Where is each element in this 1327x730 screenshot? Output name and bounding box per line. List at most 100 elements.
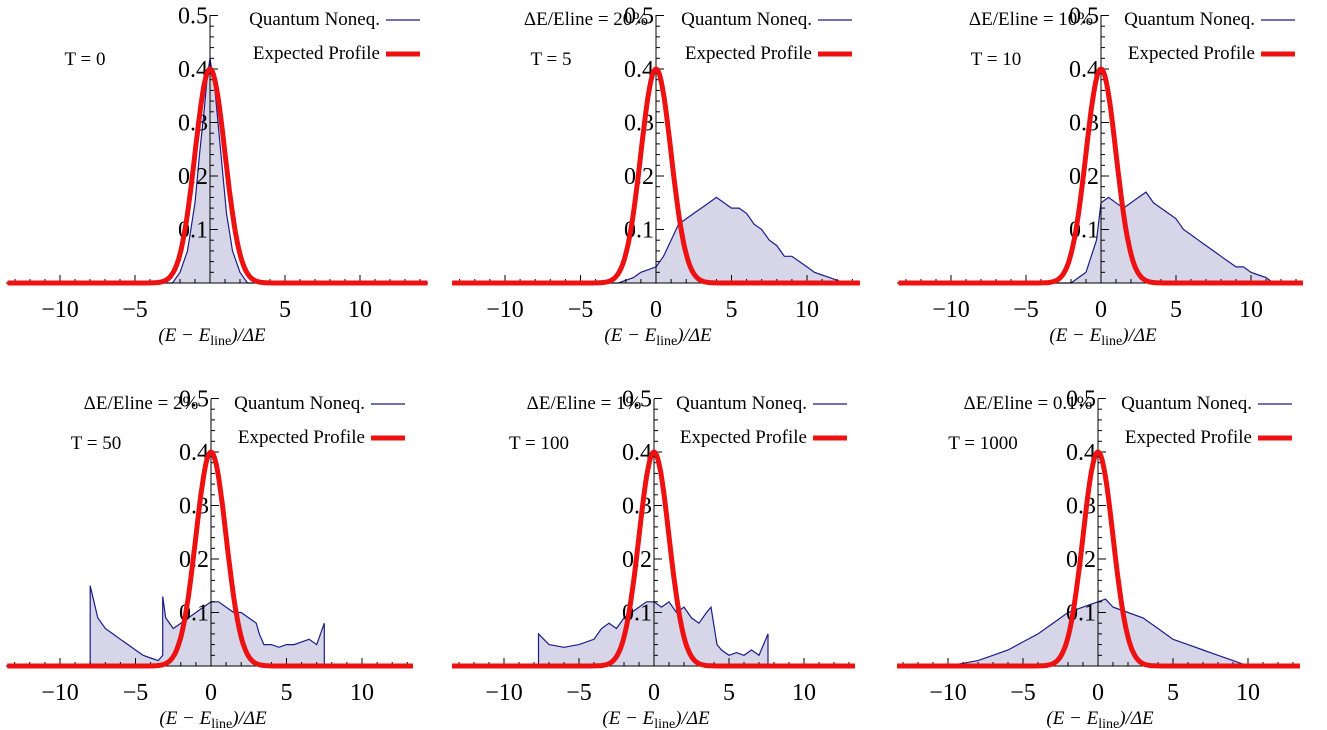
x-axis-title-subscript: line xyxy=(211,717,232,730)
chart-panel-3: −10 −5 0 5 100.10.20.30.40.5(E − Eline)/ΔEQu… xyxy=(897,4,1305,349)
annotation-time: T = 10 xyxy=(971,49,1021,70)
x-tick-label: −5 xyxy=(1013,297,1039,323)
x-tick-label: −10 xyxy=(932,297,970,323)
legend-label-expected: Expected Profile xyxy=(1128,43,1255,64)
x-axis-title-part: (E − E xyxy=(1046,708,1098,729)
x-axis-title-part: (E − E xyxy=(1049,325,1101,346)
x-tick-label: 10 xyxy=(348,297,372,323)
legend-label-noneq: Quantum Noneq. xyxy=(249,9,380,30)
x-tick-label: 0 xyxy=(1092,680,1104,706)
annotation-resolution: ΔE/Eline = 1% xyxy=(527,393,642,414)
x-axis-title-part: (E − E xyxy=(602,708,654,729)
legend-label-noneq: Quantum Noneq. xyxy=(1121,393,1252,414)
x-tick-label: −5 xyxy=(123,680,149,706)
chart-panel-4: −10 −5 0 5 100.10.20.30.40.5(E − Eline)/ΔEQu… xyxy=(5,387,415,730)
x-tick-label: 5 xyxy=(723,680,735,706)
x-axis-title: (E − Eline)/ΔE xyxy=(1049,325,1157,349)
x-tick-label: 5 xyxy=(281,680,293,706)
legend-label-expected: Expected Profile xyxy=(238,427,365,448)
x-axis-title-subscript: line xyxy=(656,334,677,349)
annotation-time: T = 1000 xyxy=(948,433,1017,454)
noneq-series-line xyxy=(7,58,428,284)
x-tick-label: 10 xyxy=(795,297,819,323)
x-tick-label: 5 xyxy=(279,297,291,323)
legend-label-expected: Expected Profile xyxy=(685,43,812,64)
chart-panel-6: −10 −5 0 5 100.10.20.30.40.5(E − Eline)/ΔEQu… xyxy=(895,387,1302,730)
annotation-time: T = 0 xyxy=(65,49,106,70)
annotation-time: T = 100 xyxy=(509,433,569,454)
legend-label-noneq: Quantum Noneq. xyxy=(681,9,812,30)
noneq-series-line xyxy=(898,191,1303,284)
x-tick-label: 5 xyxy=(1170,297,1182,323)
noneq-series-line xyxy=(897,598,1300,667)
x-axis-title: (E − Eline)/ΔE xyxy=(602,708,710,730)
x-axis-title-part: )/ΔE xyxy=(674,708,710,729)
x-tick-label: 0 xyxy=(648,680,660,706)
x-tick-label: 0 xyxy=(650,297,662,323)
y-tick-label: 0.5 xyxy=(179,387,209,413)
legend-label-expected: Expected Profile xyxy=(680,427,807,448)
y-tick-label: 0.5 xyxy=(1066,387,1096,413)
legend-label-expected: Expected Profile xyxy=(253,43,380,64)
x-axis-title-subscript: line xyxy=(654,717,675,730)
noneq-fill-area xyxy=(7,585,413,666)
x-axis-title-part: (E − E xyxy=(159,708,211,729)
x-axis-title: (E − Eline)/ΔE xyxy=(158,325,266,349)
annotation-resolution: ΔE/Eline = 0.1% xyxy=(964,393,1093,414)
x-tick-label: 10 xyxy=(1236,680,1260,706)
x-tick-label: −5 xyxy=(1010,680,1036,706)
legend-label-noneq: Quantum Noneq. xyxy=(234,393,365,414)
x-axis-title: (E − Eline)/ΔE xyxy=(604,325,712,349)
annotation-time: T = 5 xyxy=(531,49,572,70)
chart-panel-5: −10 −5 0 5 100.10.20.30.40.5(E − Eline)/ΔEQu… xyxy=(450,387,857,730)
x-tick-label: 5 xyxy=(1167,680,1179,706)
y-tick-label: 0.5 xyxy=(624,4,654,30)
x-tick-label: 0 xyxy=(1095,297,1107,323)
x-tick-label: −10 xyxy=(41,297,79,323)
x-axis-title-part: )/ΔE xyxy=(1121,325,1157,346)
expected-profile-line xyxy=(6,66,429,286)
x-axis-title-subscript: line xyxy=(1098,717,1119,730)
x-tick-label: −10 xyxy=(929,680,967,706)
noneq-fill-area xyxy=(452,197,860,283)
annotation-resolution: ΔE/Eline = 2% xyxy=(84,393,199,414)
x-tick-label: 10 xyxy=(1239,297,1263,323)
x-tick-label: 10 xyxy=(792,680,816,706)
expected-profile-line xyxy=(895,449,1302,669)
y-tick-label: 0.3 xyxy=(624,111,654,137)
x-axis-title-part: (E − E xyxy=(604,325,656,346)
x-axis-title-subscript: line xyxy=(210,334,231,349)
x-tick-label: −10 xyxy=(41,680,79,706)
y-tick-label: 0.3 xyxy=(178,111,208,137)
x-axis-title-part: )/ΔE xyxy=(676,325,712,346)
x-axis-title-part: )/ΔE xyxy=(230,325,266,346)
annotation-resolution: ΔE/Eline = 20% xyxy=(524,9,648,30)
x-axis-title: (E − Eline)/ΔE xyxy=(159,708,267,730)
annotation-resolution: ΔE/Eline = 10% xyxy=(969,9,1093,30)
legend-label-noneq: Quantum Noneq. xyxy=(1124,9,1255,30)
y-tick-label: 0.5 xyxy=(178,4,208,30)
x-axis-title-part: )/ΔE xyxy=(231,708,267,729)
expected-profile-line xyxy=(450,66,862,286)
x-tick-label: 10 xyxy=(350,680,374,706)
y-tick-label: 0.5 xyxy=(1069,4,1099,30)
x-tick-label: −10 xyxy=(486,297,524,323)
x-tick-label: 5 xyxy=(726,297,738,323)
expected-profile-line xyxy=(450,449,857,669)
x-tick-label: −10 xyxy=(485,680,523,706)
chart-panel-1: −10 −5 5 100.10.20.30.40.5(E − Eline)/ΔEQua… xyxy=(6,4,429,349)
noneq-series-line xyxy=(7,585,413,667)
x-tick-label: −5 xyxy=(568,297,594,323)
x-axis-title-part: (E − E xyxy=(158,325,210,346)
noneq-fill-area xyxy=(7,58,428,283)
x-axis-title-subscript: line xyxy=(1101,334,1122,349)
noneq-series-line xyxy=(452,600,855,667)
chart-panel-2: −10 −5 0 5 100.10.20.30.40.5(E − Eline)/ΔEQu… xyxy=(450,4,862,349)
expected-profile-line xyxy=(897,66,1305,286)
noneq-series-line xyxy=(452,196,860,284)
y-tick-label: 0.3 xyxy=(1069,111,1099,137)
x-tick-label: −5 xyxy=(122,297,148,323)
y-tick-label: 0.5 xyxy=(622,387,652,413)
legend-label-noneq: Quantum Noneq. xyxy=(676,393,807,414)
